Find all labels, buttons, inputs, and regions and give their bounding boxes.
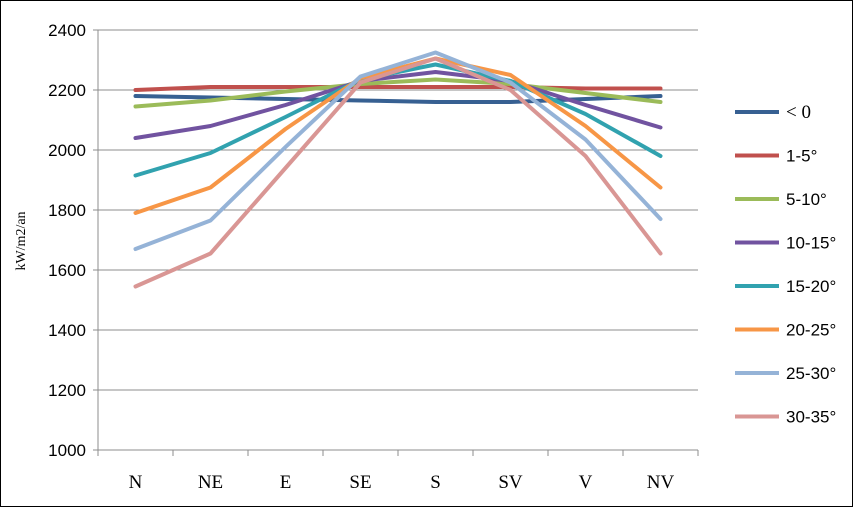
y-tick-label: 1800 [48, 201, 86, 220]
x-tick-label: NE [198, 472, 223, 493]
series-line [133, 56, 663, 215]
axes [93, 29, 699, 456]
legend-label: 25-30° [786, 364, 836, 383]
legend-label: 20-25° [786, 321, 836, 340]
grid-lines [98, 29, 698, 391]
series-line [133, 50, 663, 251]
y-tick-label: 2400 [48, 21, 86, 40]
legend-label: 10-15° [786, 234, 836, 253]
x-tick-label: S [430, 472, 441, 493]
y-tick-label: 1000 [48, 441, 86, 460]
y-tick-label: 2200 [48, 81, 86, 100]
legend-label: 5-10° [786, 190, 827, 209]
y-tick-label: 2000 [48, 141, 86, 160]
legend-label: 15-20° [786, 277, 836, 296]
series-line [133, 56, 663, 289]
x-tick-label: NV [647, 472, 675, 493]
series-lines [133, 50, 663, 289]
y-tick-label: 1200 [48, 381, 86, 400]
y-tick-labels: 1000 1200 1400 1600 1800 2000 2200 2400 [48, 21, 86, 460]
x-tick-label: E [280, 472, 292, 493]
legend: < 0 1-5° 5-10° 10-15° 15-20° 20-25° 25-30° 30-3… [735, 102, 836, 427]
series-line [133, 70, 663, 140]
legend-label: < 0 [786, 102, 811, 123]
legend-label: 1-5° [786, 147, 817, 166]
y-axis-label: kW/m2/an [14, 211, 29, 270]
y-tick-label: 1600 [48, 261, 86, 280]
series-line [133, 85, 663, 92]
legend-label: 30-35° [786, 408, 836, 427]
x-tick-label: V [579, 472, 593, 493]
series-line [133, 77, 663, 109]
x-tick-label: SV [498, 472, 523, 493]
y-tick-label: 1400 [48, 321, 86, 340]
x-tick-labels: N NE E SE S SV V NV [129, 472, 675, 493]
x-tick-label: SE [349, 472, 371, 493]
x-tick-label: N [129, 472, 143, 493]
